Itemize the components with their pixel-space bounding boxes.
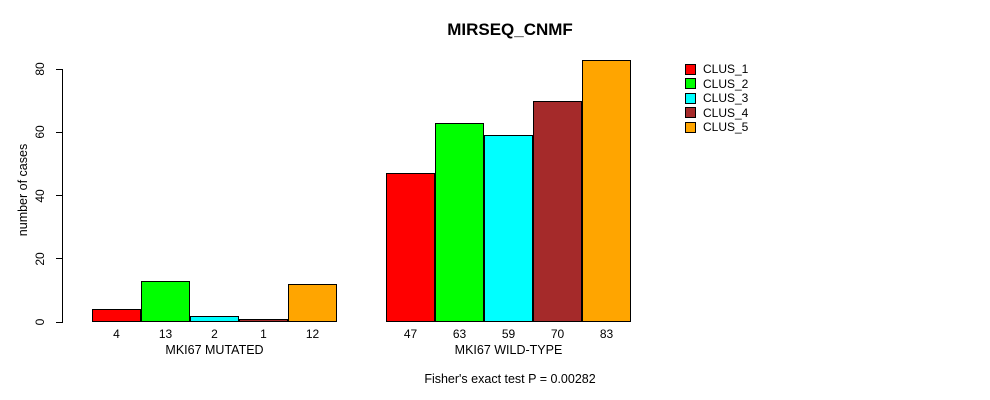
- chart-title: MIRSEQ_CNMF: [447, 20, 573, 39]
- bar-value-label: 13: [158, 327, 173, 341]
- y-axis-tick: [56, 258, 63, 260]
- bar-value-label: 4: [113, 327, 120, 341]
- legend-item: CLUS_1: [685, 62, 748, 77]
- y-axis-tick-label: 60: [33, 125, 47, 139]
- y-axis-tick: [56, 195, 63, 196]
- legend-swatch: [685, 63, 696, 75]
- legend-swatch: [685, 121, 696, 133]
- bar-clus_3: [484, 135, 533, 322]
- bar-clus_1: [386, 173, 435, 322]
- bar-clus_1: [92, 309, 141, 322]
- bar-value-label: 63: [452, 327, 467, 341]
- bar-value-label: 47: [403, 327, 418, 341]
- group-label: MKI67 MUTATED: [165, 343, 264, 357]
- legend-label: CLUS_5: [703, 120, 749, 135]
- bar-clus_2: [141, 281, 190, 322]
- y-axis-line: [62, 69, 63, 323]
- y-axis-tick: [56, 131, 63, 133]
- bar-clus_2: [435, 123, 484, 322]
- fisher-test-caption: Fisher's exact test P = 0.00282: [424, 372, 596, 386]
- legend: CLUS_1 CLUS_2 CLUS_3 CLUS_4 CLUS_5: [685, 62, 748, 135]
- bar-value-label: 1: [260, 327, 267, 341]
- legend-item: CLUS_5: [685, 120, 748, 135]
- legend-swatch: [685, 92, 696, 104]
- bar-clus_5: [582, 60, 631, 322]
- y-axis-tick: [56, 321, 63, 323]
- legend-swatch: [685, 107, 696, 119]
- group-label: MKI67 WILD-TYPE: [454, 343, 563, 357]
- bar-value-label: 12: [305, 327, 320, 341]
- y-axis-tick-label: 20: [33, 252, 47, 266]
- bar-value-label: 70: [550, 327, 565, 341]
- y-axis-tick-label: 0: [33, 318, 47, 326]
- y-axis-title: number of cases: [16, 143, 30, 237]
- legend-item: CLUS_4: [685, 106, 748, 121]
- bar-value-label: 2: [211, 327, 218, 341]
- bar-clus_5: [288, 284, 337, 322]
- y-axis-tick-label: 80: [33, 62, 47, 76]
- legend-item: CLUS_2: [685, 77, 748, 92]
- legend-label: CLUS_1: [703, 62, 749, 77]
- y-axis-tick-label: 40: [33, 188, 47, 203]
- bar-clus_3: [190, 316, 239, 322]
- bar-clus_4: [239, 319, 288, 322]
- legend-item: CLUS_3: [685, 91, 748, 106]
- legend-label: CLUS_4: [703, 105, 749, 120]
- bar-value-label: 59: [501, 327, 516, 341]
- legend-label: CLUS_3: [703, 91, 749, 106]
- y-axis-tick: [56, 68, 63, 70]
- bar-clus_4: [533, 101, 582, 322]
- legend-swatch: [685, 78, 696, 90]
- legend-label: CLUS_2: [703, 76, 749, 91]
- bar-value-label: 83: [599, 327, 614, 341]
